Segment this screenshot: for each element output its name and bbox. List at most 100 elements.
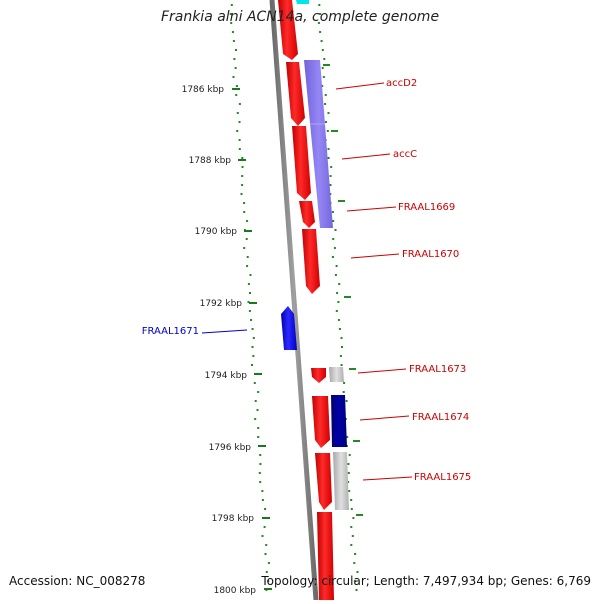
- gene-arrow: [315, 453, 332, 510]
- gc-dot: [321, 85, 324, 87]
- gc-dot: [354, 553, 357, 555]
- gc-dot: [338, 283, 341, 285]
- gc-dot: [254, 418, 257, 420]
- gc-dot: [238, 103, 241, 105]
- gc-dot: [249, 292, 251, 294]
- gene-label-fraal1671[interactable]: FRAAL1671: [142, 326, 199, 337]
- tick-label: 1800 kbp: [214, 586, 257, 596]
- gc-dot: [352, 517, 355, 519]
- gc-dot: [333, 247, 336, 249]
- tick-label: 1786 kbp: [182, 85, 225, 95]
- gc-dot: [235, 85, 238, 87]
- forward-strand-genes: [278, 0, 334, 600]
- gc-dot: [238, 148, 241, 150]
- gc-dash: [323, 64, 330, 66]
- gc-dot: [331, 256, 334, 258]
- gc-dot: [248, 310, 251, 312]
- gc-dot: [348, 490, 351, 492]
- gc-dot: [252, 337, 255, 339]
- navy-feature: [331, 395, 347, 447]
- gc-dot: [350, 499, 353, 501]
- gc-dot: [267, 562, 270, 564]
- gc-dot: [350, 544, 353, 546]
- gc-dot: [235, 94, 238, 96]
- gc-dot: [324, 94, 327, 96]
- gc-dot: [330, 166, 333, 168]
- gc-dot: [253, 382, 256, 384]
- gene-label-fraal1675[interactable]: FRAAL1675: [414, 472, 471, 483]
- gc-dot: [350, 526, 353, 528]
- gc-dash: [344, 296, 351, 298]
- gc-dot: [347, 463, 350, 465]
- gc-dot: [340, 364, 343, 366]
- gc-dot: [337, 301, 340, 303]
- gene-label-fraal1669[interactable]: FRAAL1669: [398, 202, 455, 213]
- gc-dash: [331, 130, 338, 132]
- gc-dot: [321, 49, 324, 51]
- gc-dot: [238, 139, 241, 141]
- gc-dot: [322, 76, 325, 78]
- genome-backbone: [269, 0, 319, 601]
- gc-dot: [335, 265, 338, 267]
- gc-dot: [350, 508, 353, 510]
- gc-dot: [327, 157, 330, 159]
- gc-dot: [230, 22, 233, 24]
- cyan-feature: [296, 0, 309, 4]
- gc-dot: [340, 337, 343, 339]
- gc-dot: [321, 67, 324, 69]
- gene-label-accd2[interactable]: accD2: [386, 78, 417, 89]
- gene-arrow: [317, 512, 334, 600]
- gc-dash: [338, 200, 345, 202]
- tick-label: 1792 kbp: [200, 299, 243, 309]
- gc-dash: [353, 440, 360, 442]
- gc-dot: [339, 355, 342, 357]
- gc-dot: [343, 382, 346, 384]
- gc-dot: [236, 112, 239, 114]
- gc-dot: [331, 211, 334, 213]
- gc-dot: [323, 58, 326, 60]
- gc-dot: [240, 193, 243, 195]
- gc-dot: [236, 130, 239, 132]
- gc-dot: [243, 211, 246, 213]
- gene-label-fraal1670[interactable]: FRAAL1670: [402, 249, 459, 260]
- gc-dot: [246, 220, 249, 222]
- gene-label-fraal1673[interactable]: FRAAL1673: [409, 364, 466, 375]
- map-title: Frankia alni ACN14a, complete genome: [160, 9, 440, 25]
- gc-dot: [234, 67, 237, 69]
- gc-dot: [334, 229, 337, 231]
- accession-text: Accession: NC_008278: [9, 574, 146, 588]
- gc-dot: [264, 508, 267, 510]
- gc-dot: [251, 364, 253, 366]
- gc-dot: [347, 472, 350, 474]
- gene-label-fraal1674[interactable]: FRAAL1674: [412, 412, 469, 423]
- gc-dot: [257, 427, 260, 429]
- gc-dot: [336, 292, 339, 294]
- gc-dot: [342, 391, 345, 393]
- gene-label-accc[interactable]: accC: [393, 149, 417, 160]
- gc-dot: [324, 103, 327, 105]
- gc-dot: [233, 58, 236, 60]
- gc-dot: [317, 22, 320, 24]
- gc-dot: [259, 463, 262, 465]
- gc-dot: [329, 184, 332, 186]
- gc-dot: [261, 499, 264, 501]
- gene-arrow: [286, 62, 305, 126]
- gc-dot: [231, 31, 234, 33]
- gc-dot: [348, 454, 351, 456]
- gc-dot: [247, 283, 250, 285]
- gc-dot: [319, 13, 322, 15]
- gc-dot: [319, 31, 322, 33]
- gc-dot: [320, 40, 323, 42]
- gc-dot: [251, 346, 254, 348]
- gc-dot: [257, 436, 260, 438]
- gc-dot: [327, 112, 330, 114]
- gc-dot: [259, 454, 262, 456]
- gc-dot: [258, 472, 261, 474]
- gc-dot: [345, 400, 348, 402]
- gc-dot: [341, 346, 343, 348]
- gc-dot: [329, 175, 332, 177]
- gc-dot: [259, 481, 262, 483]
- secondary-features: [304, 60, 349, 510]
- gc-dot: [264, 553, 267, 555]
- gc-dot: [353, 562, 356, 564]
